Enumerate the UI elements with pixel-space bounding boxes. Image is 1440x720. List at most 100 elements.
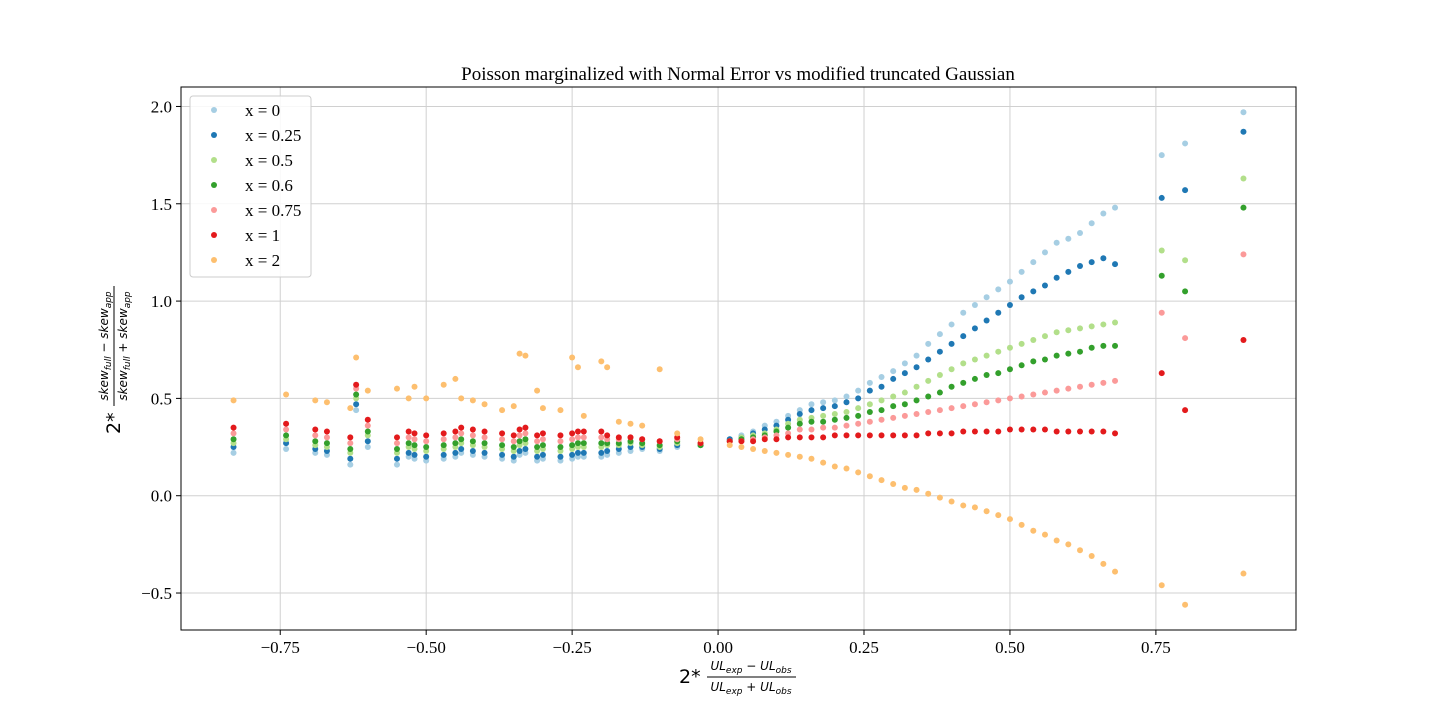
data-point: [995, 397, 1002, 404]
series-3: [230, 204, 1247, 452]
data-point: [569, 354, 576, 361]
data-point: [598, 449, 605, 456]
data-point: [971, 325, 978, 332]
data-point: [925, 393, 932, 400]
data-point: [364, 387, 371, 394]
data-point: [283, 391, 290, 398]
data-point: [901, 389, 908, 396]
data-point: [1240, 251, 1247, 258]
data-point: [1240, 109, 1247, 116]
data-point: [353, 391, 360, 398]
data-point: [971, 301, 978, 308]
data-point: [1088, 553, 1095, 560]
data-point: [831, 410, 838, 417]
data-point: [1088, 344, 1095, 351]
data-point: [1065, 327, 1072, 334]
data-point: [983, 399, 990, 406]
legend-label: x = 0: [245, 101, 280, 120]
data-point: [1053, 428, 1060, 435]
data-point: [510, 432, 517, 439]
data-point: [1112, 568, 1119, 575]
data-point: [347, 434, 354, 441]
data-point: [423, 444, 430, 451]
data-point: [516, 426, 523, 433]
data-point: [1053, 274, 1060, 281]
data-point: [615, 418, 622, 425]
data-point: [604, 447, 611, 454]
data-point: [901, 360, 908, 367]
data-point: [960, 502, 967, 509]
data-point: [393, 385, 400, 392]
data-point: [353, 407, 360, 414]
data-point: [1100, 342, 1107, 349]
y-axis-label: 2* skewfull − skewapp skewfull + skewapp: [97, 286, 133, 434]
data-point: [522, 436, 529, 443]
data-point: [808, 434, 815, 441]
legend-label: x = 2: [245, 251, 280, 270]
data-point: [1006, 516, 1013, 523]
data-point: [983, 508, 990, 515]
data-point: [948, 340, 955, 347]
data-point: [1112, 204, 1119, 211]
data-point: [557, 453, 564, 460]
data-point: [960, 360, 967, 367]
data-point: [843, 409, 850, 416]
data-point: [855, 432, 862, 439]
data-point: [604, 432, 611, 439]
data-point: [1182, 257, 1189, 264]
data-point: [785, 434, 792, 441]
data-point: [639, 422, 646, 429]
data-point: [878, 383, 885, 390]
legend-marker: [211, 157, 217, 163]
data-point: [230, 436, 237, 443]
data-point: [516, 447, 523, 454]
data-point: [353, 401, 360, 408]
data-point: [604, 364, 611, 371]
legend-marker: [211, 207, 217, 213]
data-point: [458, 430, 465, 437]
data-point: [1100, 321, 1107, 328]
x-axis-label: 2* ULexp − ULobs ULexp + ULobs: [679, 659, 796, 697]
data-point: [890, 481, 897, 488]
data-point: [1018, 340, 1025, 347]
data-point: [452, 449, 459, 456]
data-point: [627, 420, 634, 427]
data-point: [936, 331, 943, 338]
series-0: [230, 109, 1247, 468]
data-point: [971, 504, 978, 511]
data-point: [411, 383, 418, 390]
y-tick-label: 0.5: [151, 389, 172, 408]
data-point: [364, 444, 371, 451]
data-point: [1065, 541, 1072, 548]
data-point: [639, 436, 646, 443]
data-point: [469, 426, 476, 433]
data-point: [1041, 282, 1048, 289]
data-point: [481, 440, 488, 447]
data-point: [405, 449, 412, 456]
data-point: [452, 434, 459, 441]
data-point: [1240, 570, 1247, 577]
data-point: [534, 387, 541, 394]
data-point: [925, 490, 932, 497]
data-point: [1112, 261, 1119, 268]
y-tick-label: 1.5: [151, 195, 172, 214]
y-tick-label: −0.5: [141, 584, 172, 603]
data-point: [936, 372, 943, 379]
data-point: [925, 377, 932, 384]
data-point: [574, 434, 581, 441]
data-point: [1112, 319, 1119, 326]
data-point: [1182, 187, 1189, 194]
data-point: [1158, 309, 1165, 316]
data-point: [522, 352, 529, 359]
data-point: [878, 432, 885, 439]
y-num-term1: skew: [97, 370, 111, 401]
data-point: [948, 498, 955, 505]
y-tick-label: 0.0: [151, 487, 172, 506]
data-point: [1182, 288, 1189, 295]
data-point: [866, 473, 873, 480]
data-point: [866, 432, 873, 439]
data-point: [452, 428, 459, 435]
data-point: [890, 403, 897, 410]
data-point: [1018, 294, 1025, 301]
data-point: [925, 409, 932, 416]
